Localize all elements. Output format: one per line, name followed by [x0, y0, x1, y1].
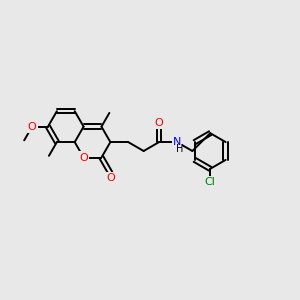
Text: N: N — [173, 137, 181, 147]
Text: O: O — [79, 152, 88, 163]
Text: O: O — [28, 122, 37, 132]
Text: O: O — [155, 118, 164, 128]
Text: H: H — [176, 144, 184, 154]
Text: Cl: Cl — [205, 177, 216, 187]
Text: O: O — [106, 173, 115, 183]
